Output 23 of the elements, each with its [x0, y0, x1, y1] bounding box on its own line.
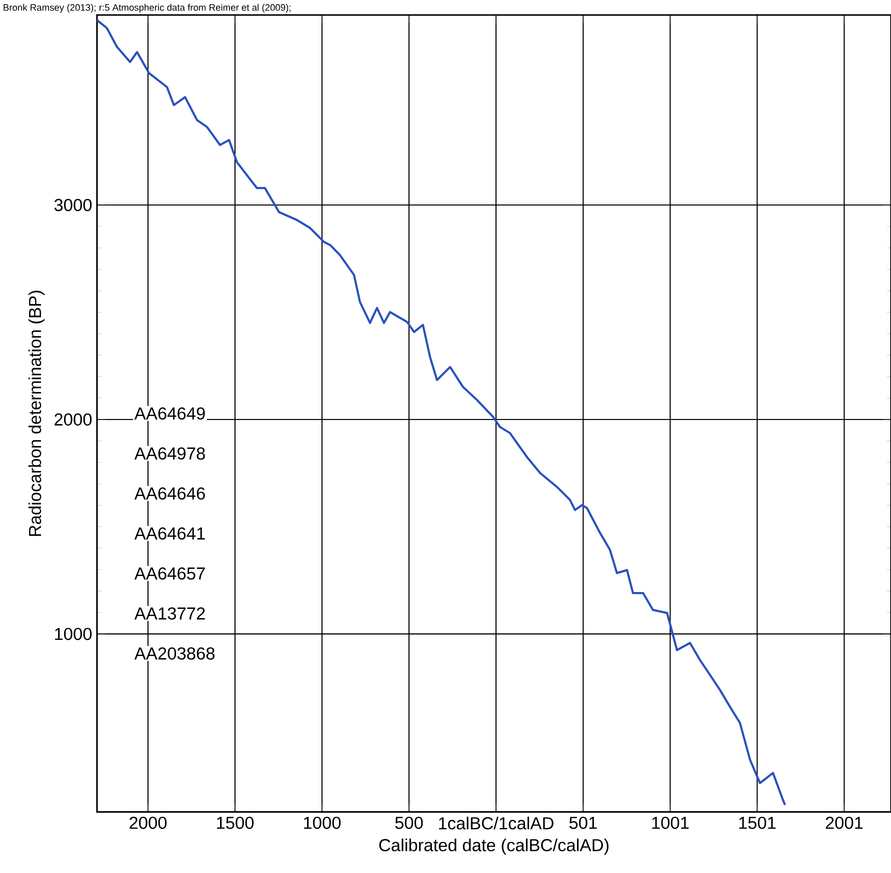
- x-tick-label: 1501: [739, 816, 776, 829]
- annotation: AA13772: [134, 607, 205, 620]
- x-tick-label: 1500: [217, 816, 254, 829]
- y-axis-title: Radiocarbon determination (BP): [28, 290, 45, 536]
- x-axis-title: Calibrated date (calBC/calAD): [379, 838, 608, 855]
- line-series: [97, 19, 786, 806]
- y-tick-label: 1000: [55, 628, 92, 640]
- annotation: AA64641: [134, 527, 205, 540]
- annotation: AA64646: [134, 487, 205, 500]
- y-tick-label: 2000: [54, 413, 92, 426]
- x-tick-label: 501: [569, 816, 597, 829]
- annotation: AA203868: [134, 647, 215, 660]
- x-tick-label: 500: [395, 816, 423, 829]
- annotation: AA64978: [134, 447, 205, 460]
- x-tick-label: 2000: [130, 816, 167, 829]
- annotation: AA64657: [134, 567, 205, 580]
- annotation: AA64649: [134, 407, 205, 420]
- x-tick-label: 2001: [826, 816, 863, 829]
- x-tick-label: 1calBC/1calAD: [439, 816, 554, 830]
- chart-title: Bronk Ramsey (2013); r:5 Atmospheric data from Reimer et al (2009);: [4, 4, 290, 13]
- y-tick-label: 3000: [54, 198, 92, 212]
- x-tick-label: 1001: [652, 816, 689, 829]
- x-tick-label: 1000: [304, 816, 341, 829]
